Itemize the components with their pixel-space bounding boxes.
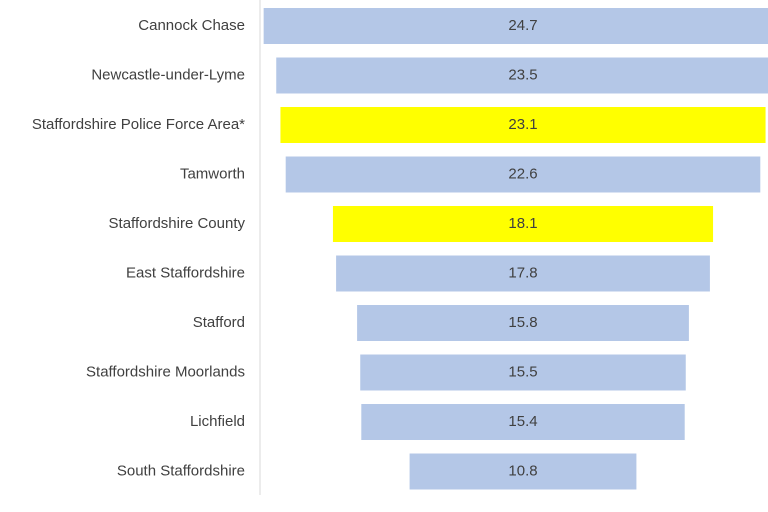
bar [409, 453, 637, 490]
category-label: Lichfield [190, 413, 245, 430]
category-label: Staffordshire Moorlands [86, 363, 245, 380]
data-label: 22.6 [508, 165, 537, 182]
category-label: South Staffordshire [117, 462, 245, 479]
bar [336, 255, 710, 292]
category-label: Staffordshire County [109, 215, 246, 232]
category-label: Staffordshire Police Force Area* [32, 116, 245, 133]
category-label: Cannock Chase [138, 17, 245, 34]
data-label: 23.5 [508, 66, 537, 83]
bar [332, 206, 714, 242]
bar [285, 156, 761, 193]
data-label: 15.8 [508, 314, 537, 331]
data-label: 24.7 [508, 17, 537, 34]
data-label: 15.4 [508, 413, 537, 430]
data-label: 23.1 [508, 116, 537, 133]
data-label: 18.1 [508, 215, 537, 232]
data-label: 17.8 [508, 264, 537, 281]
category-label: Stafford [193, 314, 245, 331]
bar [263, 8, 768, 44]
data-label: 15.5 [508, 363, 537, 380]
bar [276, 57, 768, 94]
category-label: East Staffordshire [126, 264, 245, 281]
bar [357, 305, 689, 341]
data-label: 10.8 [508, 462, 537, 479]
category-label: Tamworth [180, 165, 245, 182]
bar [280, 107, 766, 143]
bar [360, 354, 686, 391]
bar [361, 404, 685, 440]
category-label: Newcastle-under-Lyme [91, 66, 245, 83]
